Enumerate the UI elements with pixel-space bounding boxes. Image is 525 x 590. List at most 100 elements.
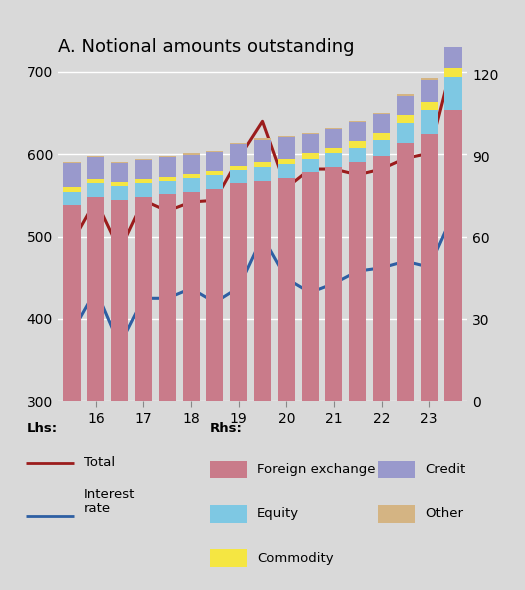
Bar bbox=[444, 40, 461, 43]
Bar bbox=[111, 162, 128, 163]
Bar bbox=[278, 164, 295, 178]
Text: Lhs:: Lhs: bbox=[26, 422, 57, 435]
Bar bbox=[373, 114, 390, 133]
Text: A. Notional amounts outstanding: A. Notional amounts outstanding bbox=[58, 38, 354, 57]
Bar bbox=[87, 158, 104, 179]
Bar bbox=[111, 199, 128, 401]
Bar bbox=[210, 549, 247, 567]
Text: Equity: Equity bbox=[257, 507, 299, 520]
Bar bbox=[421, 80, 438, 101]
Bar bbox=[326, 127, 342, 129]
Bar bbox=[421, 101, 438, 110]
Bar bbox=[326, 153, 342, 167]
Bar bbox=[183, 155, 200, 174]
Bar bbox=[87, 183, 104, 197]
Bar bbox=[397, 94, 414, 96]
Bar bbox=[210, 505, 247, 523]
Bar bbox=[349, 122, 366, 141]
Bar bbox=[135, 179, 152, 183]
Bar bbox=[230, 170, 247, 183]
Bar bbox=[397, 96, 414, 115]
Bar bbox=[254, 140, 271, 162]
Bar bbox=[159, 156, 176, 158]
Bar bbox=[444, 110, 461, 401]
Bar bbox=[183, 192, 200, 401]
Bar bbox=[444, 77, 461, 110]
Bar bbox=[159, 181, 176, 194]
Bar bbox=[206, 171, 224, 175]
Bar bbox=[254, 167, 271, 181]
Bar bbox=[421, 78, 438, 80]
Bar bbox=[326, 148, 342, 153]
Bar bbox=[278, 136, 295, 137]
Text: Total: Total bbox=[84, 456, 115, 469]
Bar bbox=[111, 163, 128, 182]
Bar bbox=[278, 159, 295, 164]
Bar bbox=[87, 156, 104, 158]
Bar bbox=[254, 162, 271, 167]
Bar bbox=[159, 158, 176, 176]
Bar bbox=[230, 166, 247, 170]
Bar bbox=[349, 148, 366, 162]
Text: Credit: Credit bbox=[425, 463, 466, 476]
Bar bbox=[206, 175, 224, 189]
Bar bbox=[378, 505, 415, 523]
Bar bbox=[444, 68, 461, 77]
Bar bbox=[254, 139, 271, 140]
Bar bbox=[87, 179, 104, 183]
Bar bbox=[421, 135, 438, 401]
Bar bbox=[64, 192, 81, 205]
Bar bbox=[373, 113, 390, 114]
Bar bbox=[87, 197, 104, 401]
Bar bbox=[378, 461, 415, 478]
Bar bbox=[373, 133, 390, 140]
Bar bbox=[301, 135, 319, 153]
Bar bbox=[278, 178, 295, 401]
Bar bbox=[326, 167, 342, 401]
Bar bbox=[373, 140, 390, 156]
Bar bbox=[64, 205, 81, 401]
Bar bbox=[301, 159, 319, 172]
Bar bbox=[397, 143, 414, 401]
Bar bbox=[421, 110, 438, 135]
Text: Interest
rate: Interest rate bbox=[84, 487, 135, 516]
Bar bbox=[135, 159, 152, 160]
Bar bbox=[135, 197, 152, 401]
Bar bbox=[183, 178, 200, 192]
Bar bbox=[159, 176, 176, 181]
Bar bbox=[111, 182, 128, 186]
Bar bbox=[206, 150, 224, 152]
Bar bbox=[111, 186, 128, 199]
Bar bbox=[135, 160, 152, 179]
Text: Foreign exchange: Foreign exchange bbox=[257, 463, 376, 476]
Bar bbox=[183, 174, 200, 178]
Bar bbox=[444, 43, 461, 68]
Bar bbox=[135, 183, 152, 197]
Bar bbox=[183, 153, 200, 155]
Bar bbox=[373, 156, 390, 401]
Bar bbox=[64, 163, 81, 188]
Bar bbox=[278, 137, 295, 159]
Bar bbox=[64, 188, 81, 192]
Bar bbox=[206, 152, 224, 171]
Text: Rhs:: Rhs: bbox=[210, 422, 243, 435]
Bar bbox=[397, 123, 414, 143]
Bar bbox=[230, 183, 247, 401]
Bar bbox=[349, 141, 366, 148]
Bar bbox=[159, 194, 176, 401]
Text: Other: Other bbox=[425, 507, 463, 520]
Text: Commodity: Commodity bbox=[257, 552, 334, 565]
Bar bbox=[210, 461, 247, 478]
Bar bbox=[206, 189, 224, 401]
Bar bbox=[254, 181, 271, 401]
Bar bbox=[301, 172, 319, 401]
Bar bbox=[349, 162, 366, 401]
Bar bbox=[397, 115, 414, 123]
Bar bbox=[349, 121, 366, 122]
Bar bbox=[301, 133, 319, 135]
Bar bbox=[301, 153, 319, 159]
Bar bbox=[64, 162, 81, 163]
Bar bbox=[326, 129, 342, 148]
Bar bbox=[230, 143, 247, 144]
Bar bbox=[230, 144, 247, 166]
